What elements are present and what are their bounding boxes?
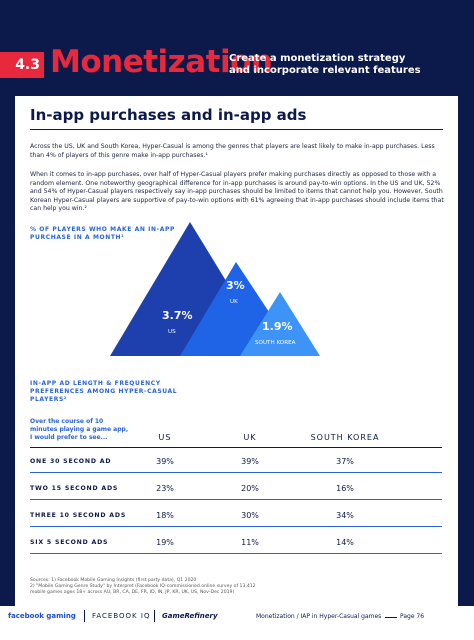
cell: 14% (336, 538, 354, 547)
cell: 18% (156, 511, 174, 520)
brand-sep (154, 610, 155, 622)
sources: Sources: 1) Facebook Mobile Gaming Insig… (30, 578, 290, 596)
page-subtitle: Create a monetization strategy and incor… (229, 53, 421, 76)
row-label: SIX 5 SECOND ADS (30, 539, 109, 546)
cell: 23% (156, 484, 174, 493)
brand: GameRefinery (162, 612, 218, 620)
label: SOUTH KOREA (255, 340, 296, 346)
footer-label: Monetization / IAP in Hyper-Casual games (256, 613, 382, 620)
row-label: TWO 15 SECOND ADS (30, 485, 119, 492)
table-caption: IN-APP AD LENGTH & FREQUENCY PREFERENCES… (30, 380, 178, 403)
heading: In-app purchases and in-app ads (30, 106, 307, 124)
brand: FACEBOOK IQ (92, 612, 151, 620)
page-title: Monetization (50, 44, 273, 80)
value: 3.7% (162, 309, 193, 322)
table-corner: Over the course of 10 minutes playing a … (30, 418, 129, 441)
value: 3% (226, 279, 245, 292)
column-header: SOUTH KOREA (310, 433, 380, 442)
triangle-kr (240, 292, 320, 356)
label: UK (230, 299, 238, 305)
row-separator (30, 526, 442, 527)
cell: 37% (336, 457, 354, 466)
footer-rule (385, 617, 397, 618)
row-separator (30, 447, 442, 448)
page-number: Page 76 (400, 613, 425, 620)
column-header: UK (243, 433, 257, 442)
row-label: THREE 10 SECOND ADS (30, 512, 127, 519)
cell: 16% (336, 484, 354, 493)
row-label: ONE 30 SECOND AD (30, 458, 112, 465)
cell: 20% (241, 484, 259, 493)
row-separator (30, 553, 442, 554)
footer (0, 606, 474, 640)
section-number: 4.3 (0, 52, 44, 78)
cell: 39% (156, 457, 174, 466)
cell: 11% (241, 538, 259, 547)
graphic-caption: % OF PLAYERS WHO MAKE AN IN-APP PURCHASE… (30, 226, 175, 241)
brand-sep (84, 610, 85, 622)
cell: 30% (241, 511, 259, 520)
column-header: US (158, 433, 172, 442)
paragraph: When it comes to in-app purchases, over … (30, 171, 444, 213)
paragraph: Across the US, UK and South Korea, Hyper… (30, 143, 435, 159)
label: US (168, 329, 176, 335)
value: 1.9% (262, 320, 293, 333)
row-separator (30, 499, 442, 500)
row-separator (30, 472, 442, 473)
divider (30, 129, 443, 130)
brand: facebook gaming (8, 612, 76, 620)
cell: 34% (336, 511, 354, 520)
cell: 39% (241, 457, 259, 466)
source-line: 2) "Mobile Gaming Genre Study" by Interp… (30, 584, 256, 589)
cell: 19% (156, 538, 174, 547)
source-line: mobile games ages 18+ across AU, BR, CA,… (30, 590, 235, 595)
source-line: Sources: 1) Facebook Mobile Gaming Insig… (30, 578, 197, 583)
